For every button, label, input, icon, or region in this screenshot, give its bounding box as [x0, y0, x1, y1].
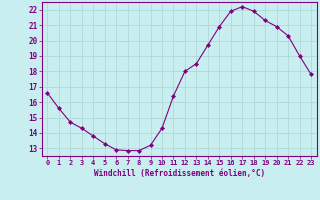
X-axis label: Windchill (Refroidissement éolien,°C): Windchill (Refroidissement éolien,°C)	[94, 169, 265, 178]
